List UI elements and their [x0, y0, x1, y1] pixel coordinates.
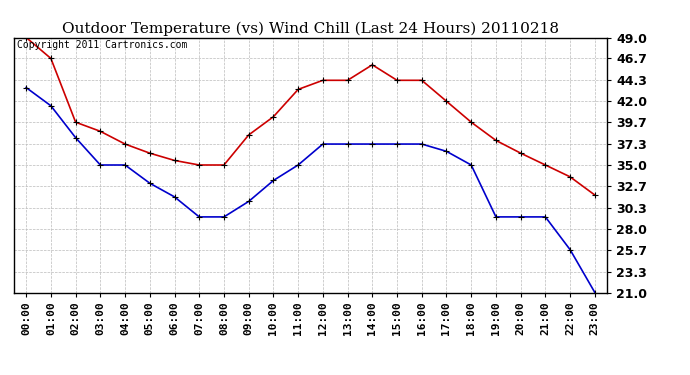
Title: Outdoor Temperature (vs) Wind Chill (Last 24 Hours) 20110218: Outdoor Temperature (vs) Wind Chill (Las… [62, 22, 559, 36]
Text: Copyright 2011 Cartronics.com: Copyright 2011 Cartronics.com [17, 40, 187, 50]
